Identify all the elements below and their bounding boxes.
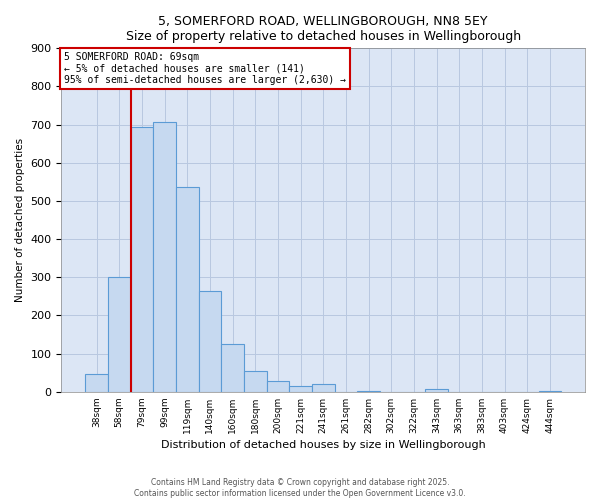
Bar — [153, 122, 176, 392]
Bar — [199, 290, 221, 392]
Bar — [108, 278, 131, 392]
Bar — [85, 374, 108, 392]
Bar — [539, 390, 561, 392]
X-axis label: Distribution of detached houses by size in Wellingborough: Distribution of detached houses by size … — [161, 440, 485, 450]
Bar — [221, 344, 244, 392]
Bar — [312, 384, 335, 392]
Title: 5, SOMERFORD ROAD, WELLINGBOROUGH, NN8 5EY
Size of property relative to detached: 5, SOMERFORD ROAD, WELLINGBOROUGH, NN8 5… — [125, 15, 521, 43]
Bar — [131, 128, 153, 392]
Bar — [289, 386, 312, 392]
Text: 5 SOMERFORD ROAD: 69sqm
← 5% of detached houses are smaller (141)
95% of semi-de: 5 SOMERFORD ROAD: 69sqm ← 5% of detached… — [64, 52, 346, 85]
Text: Contains HM Land Registry data © Crown copyright and database right 2025.
Contai: Contains HM Land Registry data © Crown c… — [134, 478, 466, 498]
Y-axis label: Number of detached properties: Number of detached properties — [15, 138, 25, 302]
Bar — [266, 381, 289, 392]
Bar — [176, 187, 199, 392]
Bar — [425, 389, 448, 392]
Bar — [357, 390, 380, 392]
Bar — [244, 371, 266, 392]
